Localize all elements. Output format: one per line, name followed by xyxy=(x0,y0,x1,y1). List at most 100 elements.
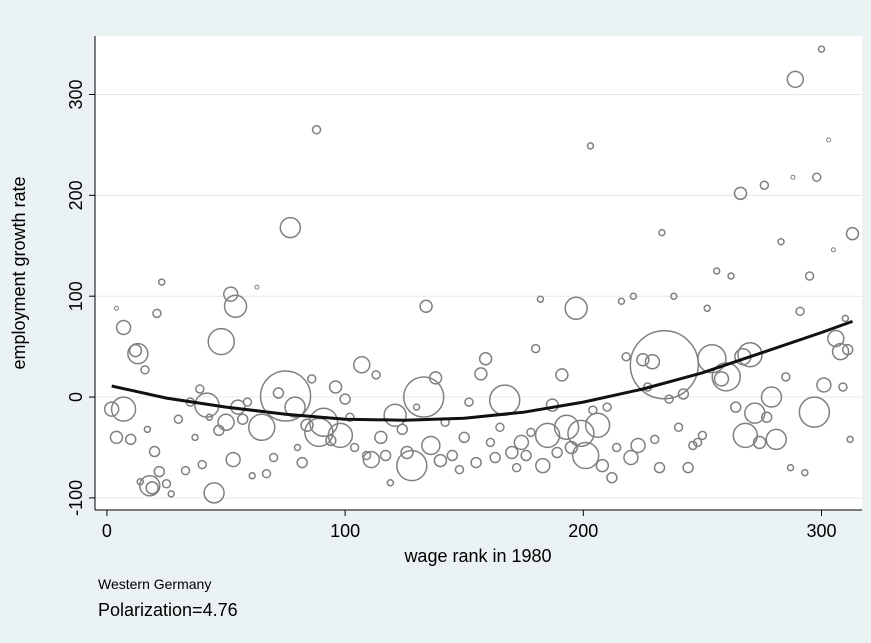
data-point xyxy=(586,142,595,150)
y-tick-label: 100 xyxy=(66,281,86,311)
data-point xyxy=(361,450,372,461)
polarization-stat: Polarization=4.76 xyxy=(98,600,238,620)
data-point xyxy=(140,365,150,375)
data-point xyxy=(712,267,721,275)
data-point xyxy=(697,343,727,374)
data-point xyxy=(362,450,381,469)
data-point xyxy=(801,468,809,477)
data-point xyxy=(732,422,759,449)
data-point xyxy=(786,70,805,89)
data-point xyxy=(551,446,563,459)
data-point xyxy=(433,453,448,468)
data-point xyxy=(148,445,161,458)
data-point xyxy=(421,435,441,456)
data-point xyxy=(124,433,137,446)
data-point xyxy=(428,371,443,385)
data-point xyxy=(692,437,703,448)
data-point xyxy=(760,386,783,408)
data-point xyxy=(781,372,791,382)
data-point xyxy=(827,329,845,348)
data-point xyxy=(412,403,421,411)
data-point xyxy=(242,397,253,407)
data-point xyxy=(386,479,395,487)
data-point xyxy=(236,413,249,425)
data-point xyxy=(555,368,569,382)
x-tick-label: 200 xyxy=(568,521,598,541)
data-point xyxy=(157,278,166,286)
data-point xyxy=(419,299,433,314)
data-point xyxy=(454,464,465,475)
data-point xyxy=(623,449,639,466)
data-point xyxy=(353,356,371,374)
data-point xyxy=(831,342,850,361)
data-point xyxy=(730,401,742,413)
data-point xyxy=(268,452,279,463)
data-point xyxy=(325,434,337,447)
data-point xyxy=(485,437,496,448)
data-point xyxy=(339,393,351,405)
data-point xyxy=(621,351,631,362)
data-point xyxy=(841,314,850,323)
data-point xyxy=(520,449,532,462)
data-point xyxy=(513,434,530,451)
data-point xyxy=(536,295,545,303)
data-point xyxy=(727,272,735,280)
data-point xyxy=(127,342,149,365)
data-point xyxy=(511,462,522,473)
data-point xyxy=(530,343,541,354)
data-point xyxy=(670,292,678,300)
data-point xyxy=(688,440,698,451)
data-point xyxy=(571,441,600,470)
data-point xyxy=(223,286,239,302)
data-point xyxy=(752,435,767,450)
data-point xyxy=(152,308,162,319)
data-point xyxy=(606,471,618,484)
data-point xyxy=(495,422,505,433)
data-point xyxy=(446,449,459,462)
region-note: Western Germany xyxy=(98,576,212,592)
x-tick-label: 300 xyxy=(806,521,836,541)
data-point xyxy=(223,294,248,319)
data-point xyxy=(396,423,409,436)
data-point xyxy=(733,186,748,201)
x-tick-label: 100 xyxy=(330,521,360,541)
fit-line xyxy=(111,319,854,422)
data-point xyxy=(845,226,860,241)
data-point xyxy=(207,327,235,356)
data-point xyxy=(636,352,650,367)
data-point xyxy=(103,401,120,417)
data-point xyxy=(167,490,175,498)
data-point xyxy=(535,457,551,474)
data-point xyxy=(180,465,191,476)
data-point xyxy=(505,445,519,460)
data-point xyxy=(765,428,787,451)
data-point xyxy=(526,427,536,438)
data-point xyxy=(658,228,666,237)
data-point xyxy=(470,456,482,469)
data-point xyxy=(777,237,785,246)
data-point xyxy=(284,396,306,418)
data-point xyxy=(371,370,381,380)
data-point xyxy=(153,465,166,478)
data-point xyxy=(261,468,272,479)
data-point xyxy=(838,382,848,392)
data-point xyxy=(300,418,314,433)
data-point xyxy=(737,341,763,368)
data-point xyxy=(254,284,260,290)
data-point xyxy=(109,430,124,445)
data-point xyxy=(383,403,407,427)
y-tick-label: -100 xyxy=(66,480,86,516)
x-tick-label: 0 xyxy=(102,521,112,541)
data-point xyxy=(817,45,826,53)
data-point xyxy=(664,394,674,404)
y-tick-label: 200 xyxy=(66,180,86,210)
data-point xyxy=(143,425,152,434)
data-point xyxy=(191,433,199,442)
data-point xyxy=(349,442,360,453)
data-point xyxy=(629,292,638,300)
data-point xyxy=(841,343,854,356)
data-point xyxy=(345,412,355,422)
data-point xyxy=(584,412,611,439)
data-point xyxy=(759,180,770,191)
data-point xyxy=(846,435,854,444)
